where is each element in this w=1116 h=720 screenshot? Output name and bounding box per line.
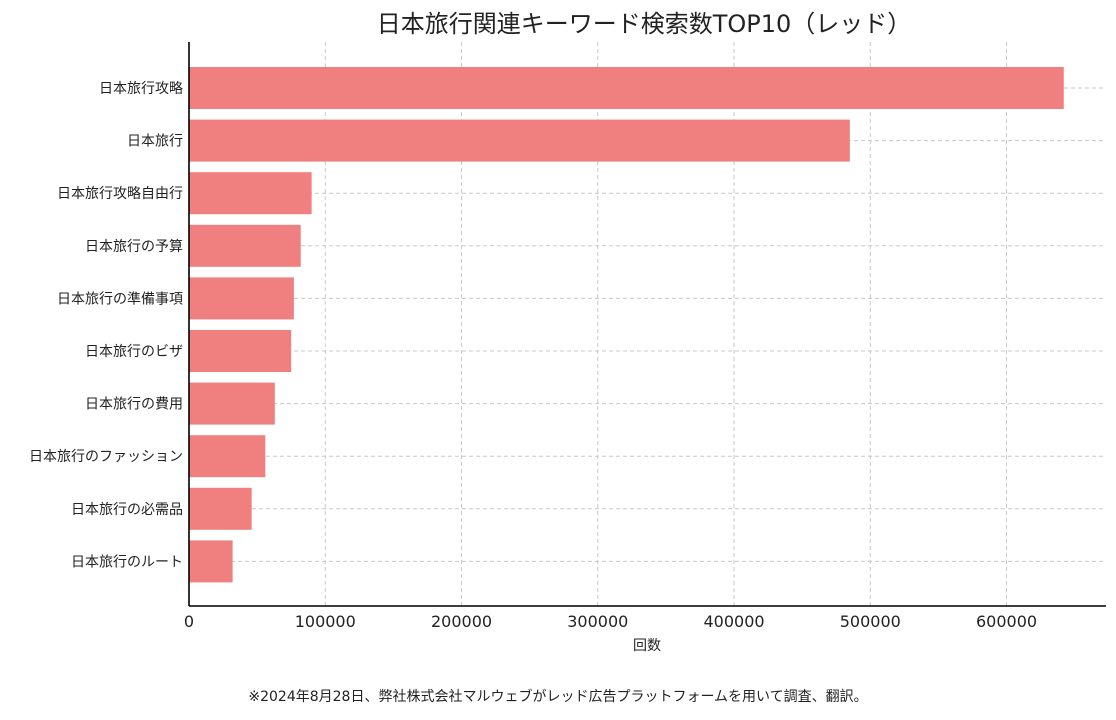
bar-2 — [189, 172, 312, 215]
bar-0 — [189, 67, 1064, 109]
category-label: 日本旅行攻略自由行 — [57, 186, 183, 202]
bars — [189, 67, 1064, 583]
bar-4 — [189, 277, 294, 320]
category-label: 日本旅行の必需品 — [71, 502, 183, 518]
bar-5 — [189, 330, 292, 372]
category-label: 日本旅行の費用 — [85, 397, 183, 413]
bar-3 — [189, 224, 301, 267]
category-label: 日本旅行 — [127, 134, 183, 150]
category-label: 日本旅行の予算 — [85, 239, 183, 255]
category-label: 日本旅行のファッション — [29, 449, 183, 465]
x-tick-label: 600000 — [976, 612, 1037, 631]
bar-8 — [189, 487, 252, 530]
chart-title: 日本旅行関連キーワード検索数TOP10（レッド） — [377, 10, 912, 38]
category-label: 日本旅行の準備事項 — [57, 291, 183, 307]
category-labels: 日本旅行攻略日本旅行日本旅行攻略自由行日本旅行の予算日本旅行の準備事項日本旅行の… — [29, 81, 183, 570]
category-label: 日本旅行のビザ — [85, 344, 183, 360]
bar-7 — [189, 435, 266, 478]
bar-6 — [189, 382, 275, 425]
footnote: ※2024年8月28日、弊社株式会社マルウェブがレッド広告プラットフォームを用い… — [248, 689, 868, 705]
x-tick-label: 400000 — [703, 612, 764, 631]
x-tick-label: 300000 — [567, 612, 628, 631]
x-tick-label: 200000 — [431, 612, 492, 631]
bar-1 — [189, 119, 850, 162]
x-tick-label: 500000 — [840, 612, 901, 631]
category-label: 日本旅行攻略 — [99, 81, 183, 97]
x-tick-label: 100000 — [295, 612, 356, 631]
bar-chart: 日本旅行関連キーワード検索数TOP10（レッド） 日本旅行攻略日本旅行日本旅行攻… — [29, 10, 1106, 654]
x-tick-labels: 0 100000 200000 300000 400000 500000 600000 — [184, 612, 1037, 631]
bar-9 — [189, 540, 233, 583]
x-tick-label: 0 — [184, 612, 194, 631]
x-axis-label: 回数 — [633, 638, 661, 654]
gridlines — [188, 42, 1106, 606]
category-label: 日本旅行のルート — [71, 554, 183, 570]
